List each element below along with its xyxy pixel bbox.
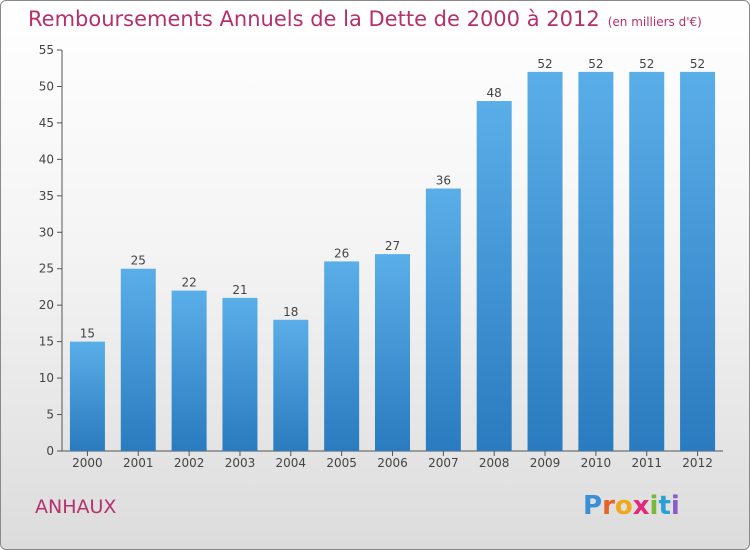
chart-title: Remboursements Annuels de la Dette de 20… [28,7,702,31]
logo-letter: r [602,491,615,521]
title-unit: (en milliers d'€) [607,15,702,29]
logo-letter: o [614,491,633,521]
bar [629,71,665,451]
proxiti-logo: Proxiti [583,491,680,521]
y-tick-label: 20 [39,298,54,312]
y-tick-label: 25 [39,262,54,276]
commune-name: ANHAUX [35,496,117,518]
y-tick-label: 15 [39,335,54,349]
bar-value-label: 48 [487,86,502,100]
bar-value-label: 36 [436,174,451,188]
logo-letter: i [649,491,659,521]
bar-value-label: 21 [232,283,247,297]
x-tick-label: 2007 [428,456,459,470]
bar [476,101,512,451]
bar-value-label: 52 [639,57,654,71]
bar-value-label: 26 [334,246,349,260]
bar-value-label: 18 [283,305,298,319]
x-tick-label: 2004 [276,456,307,470]
bar [222,297,258,451]
y-tick-label: 55 [39,43,54,57]
x-tick-label: 2009 [530,456,561,470]
bar [273,319,309,451]
bar-value-label: 15 [80,327,95,341]
bar [69,341,105,451]
bar-value-label: 22 [181,276,196,290]
x-tick-label: 2011 [631,456,662,470]
x-tick-label: 2005 [326,456,357,470]
bars [69,71,716,451]
y-tick-label: 45 [39,116,54,130]
x-tick-label: 2006 [377,456,408,470]
x-tick-label: 2002 [174,456,205,470]
bar [527,71,563,451]
y-tick-label: 0 [46,444,54,458]
bar [425,188,461,451]
x-tick-label: 2008 [479,456,510,470]
x-tick-label: 2012 [682,456,713,470]
bar [375,254,410,451]
bar [680,71,716,451]
logo-letter: i [670,491,680,521]
logo-letter: x [632,491,650,521]
y-tick-label: 35 [39,189,54,203]
x-tick-label: 2003 [225,456,256,470]
bar-value-label: 27 [385,239,400,253]
y-tick-label: 10 [39,371,54,385]
logo-letter: t [658,491,671,521]
y-tick-label: 30 [39,225,54,239]
bar-value-label: 25 [131,254,146,268]
x-tick-label: 2010 [581,456,612,470]
x-tick-label: 2000 [72,456,103,470]
y-tick-label: 40 [39,152,54,166]
bar [171,290,207,451]
y-tick-label: 50 [39,79,54,93]
bar [120,268,156,451]
bar [578,71,614,451]
bar [324,261,360,451]
title-text: Remboursements Annuels de la Dette de 20… [28,7,600,31]
bar-value-label: 52 [588,57,603,71]
y-tick-label: 5 [46,408,54,422]
x-tick-label: 2001 [123,456,154,470]
labels: 15 2000 25 2001 22 2002 21 2003 18 2004 26 2005 27 20… [72,57,713,470]
axes: 0 5 10 15 20 25 30 35 40 45 50 55 [39,43,723,458]
bar-value-label: 52 [690,57,705,71]
bar-value-label: 52 [537,57,552,71]
logo-letter: P [583,491,603,521]
